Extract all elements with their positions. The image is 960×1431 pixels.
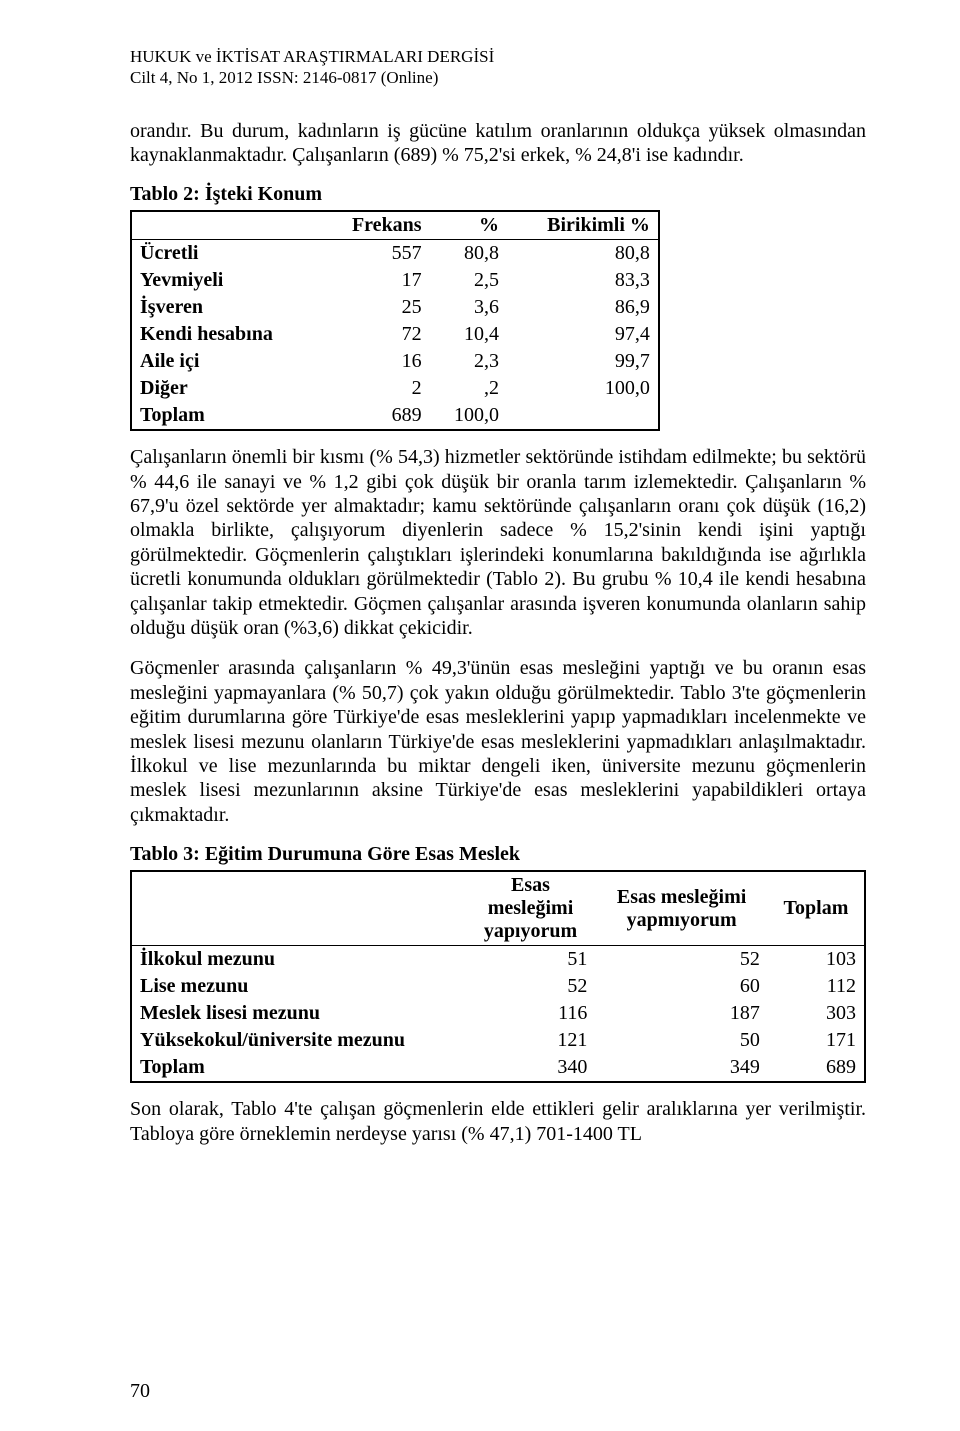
table-cell: 17 xyxy=(321,267,430,294)
table-header: Toplam xyxy=(768,871,865,946)
table-row: Yevmiyeli 17 2,5 83,3 xyxy=(131,267,659,294)
body-paragraph-2: Çalışanların önemli bir kısmı (% 54,3) h… xyxy=(130,445,866,640)
table-cell: 112 xyxy=(768,973,865,1000)
table-cell xyxy=(507,402,659,430)
table-cell: 50 xyxy=(595,1027,768,1054)
table-cell: Ücretli xyxy=(131,240,321,268)
table-cell: 349 xyxy=(595,1054,768,1082)
header-line: Esas mesleğimi xyxy=(603,886,760,909)
table-cell: 83,3 xyxy=(507,267,659,294)
page: HUKUK ve İKTİSAT ARAŞTIRMALARI DERGİSİ C… xyxy=(0,0,960,1431)
table-2: Frekans % Birikimli % Ücretli 557 80,8 8… xyxy=(130,210,660,431)
table-cell: Aile içi xyxy=(131,348,321,375)
table-cell: 86,9 xyxy=(507,294,659,321)
table-3-title: Tablo 3: Eğitim Durumuna Göre Esas Mesle… xyxy=(130,843,866,866)
journal-issue: Cilt 4, No 1, 2012 ISSN: 2146-0817 (Onli… xyxy=(130,67,866,88)
table-cell: 340 xyxy=(466,1054,596,1082)
table-cell: İşveren xyxy=(131,294,321,321)
table-cell: 303 xyxy=(768,1000,865,1027)
table-header: Esas mesleğimi yapıyorum xyxy=(466,871,596,946)
table-3: Esas mesleğimi yapıyorum Esas mesleğimi … xyxy=(130,870,866,1083)
table-cell: Yüksekokul/üniversite mezunu xyxy=(131,1027,466,1054)
table-cell: 103 xyxy=(768,946,865,974)
table-row: İlkokul mezunu 51 52 103 xyxy=(131,946,865,974)
table-cell: 25 xyxy=(321,294,430,321)
table-row: Lise mezunu 52 60 112 xyxy=(131,973,865,1000)
table-cell: 10,4 xyxy=(430,321,507,348)
table-cell: ,2 xyxy=(430,375,507,402)
body-paragraph-3: Göçmenler arasında çalışanların % 49,3'ü… xyxy=(130,656,866,827)
table-2-title: Tablo 2: İşteki Konum xyxy=(130,183,866,206)
table-cell: 187 xyxy=(595,1000,768,1027)
table-cell: 72 xyxy=(321,321,430,348)
table-cell: 80,8 xyxy=(430,240,507,268)
table-cell: 557 xyxy=(321,240,430,268)
journal-header: HUKUK ve İKTİSAT ARAŞTIRMALARI DERGİSİ C… xyxy=(130,46,866,89)
table-cell: 171 xyxy=(768,1027,865,1054)
table-cell: Toplam xyxy=(131,1054,466,1082)
table-cell: 51 xyxy=(466,946,596,974)
table-cell: 689 xyxy=(321,402,430,430)
table-cell: Meslek lisesi mezunu xyxy=(131,1000,466,1027)
table-row: Toplam 340 349 689 xyxy=(131,1054,865,1082)
table-cell: Kendi hesabına xyxy=(131,321,321,348)
table-row: Aile içi 16 2,3 99,7 xyxy=(131,348,659,375)
table-header: % xyxy=(430,211,507,240)
body-paragraph-1: orandır. Bu durum, kadınların iş gücüne … xyxy=(130,119,866,168)
table-row: Ücretli 557 80,8 80,8 xyxy=(131,240,659,268)
header-line: mesleğimi xyxy=(474,897,588,920)
page-number: 70 xyxy=(130,1380,150,1403)
table-row: Meslek lisesi mezunu 116 187 303 xyxy=(131,1000,865,1027)
table-cell: 689 xyxy=(768,1054,865,1082)
header-line: yapmıyorum xyxy=(603,909,760,932)
table-row: Diğer 2 ,2 100,0 xyxy=(131,375,659,402)
table-cell: 2,5 xyxy=(430,267,507,294)
table-cell: 99,7 xyxy=(507,348,659,375)
journal-title: HUKUK ve İKTİSAT ARAŞTIRMALARI DERGİSİ xyxy=(130,46,866,67)
table-cell: 121 xyxy=(466,1027,596,1054)
table-cell: 3,6 xyxy=(430,294,507,321)
table-row: İşveren 25 3,6 86,9 xyxy=(131,294,659,321)
table-cell: İlkokul mezunu xyxy=(131,946,466,974)
table-row: Toplam 689 100,0 xyxy=(131,402,659,430)
table-cell: 16 xyxy=(321,348,430,375)
table-header xyxy=(131,211,321,240)
table-cell: 52 xyxy=(595,946,768,974)
table-cell: Lise mezunu xyxy=(131,973,466,1000)
body-paragraph-4: Son olarak, Tablo 4'te çalışan göçmenler… xyxy=(130,1097,866,1146)
table-header: Esas mesleğimi yapmıyorum xyxy=(595,871,768,946)
table-cell: Yevmiyeli xyxy=(131,267,321,294)
table-cell: 60 xyxy=(595,973,768,1000)
table-header: Birikimli % xyxy=(507,211,659,240)
header-line: Esas xyxy=(474,874,588,897)
table-cell: 100,0 xyxy=(430,402,507,430)
table-cell: 2 xyxy=(321,375,430,402)
table-row: Kendi hesabına 72 10,4 97,4 xyxy=(131,321,659,348)
table-cell: 80,8 xyxy=(507,240,659,268)
table-cell: 116 xyxy=(466,1000,596,1027)
table-row: Yüksekokul/üniversite mezunu 121 50 171 xyxy=(131,1027,865,1054)
table-header: Frekans xyxy=(321,211,430,240)
table-header xyxy=(131,871,466,946)
table-cell: 52 xyxy=(466,973,596,1000)
table-cell: Diğer xyxy=(131,375,321,402)
table-cell: 2,3 xyxy=(430,348,507,375)
table-cell: 97,4 xyxy=(507,321,659,348)
header-line: yapıyorum xyxy=(474,920,588,943)
table-cell: 100,0 xyxy=(507,375,659,402)
table-cell: Toplam xyxy=(131,402,321,430)
